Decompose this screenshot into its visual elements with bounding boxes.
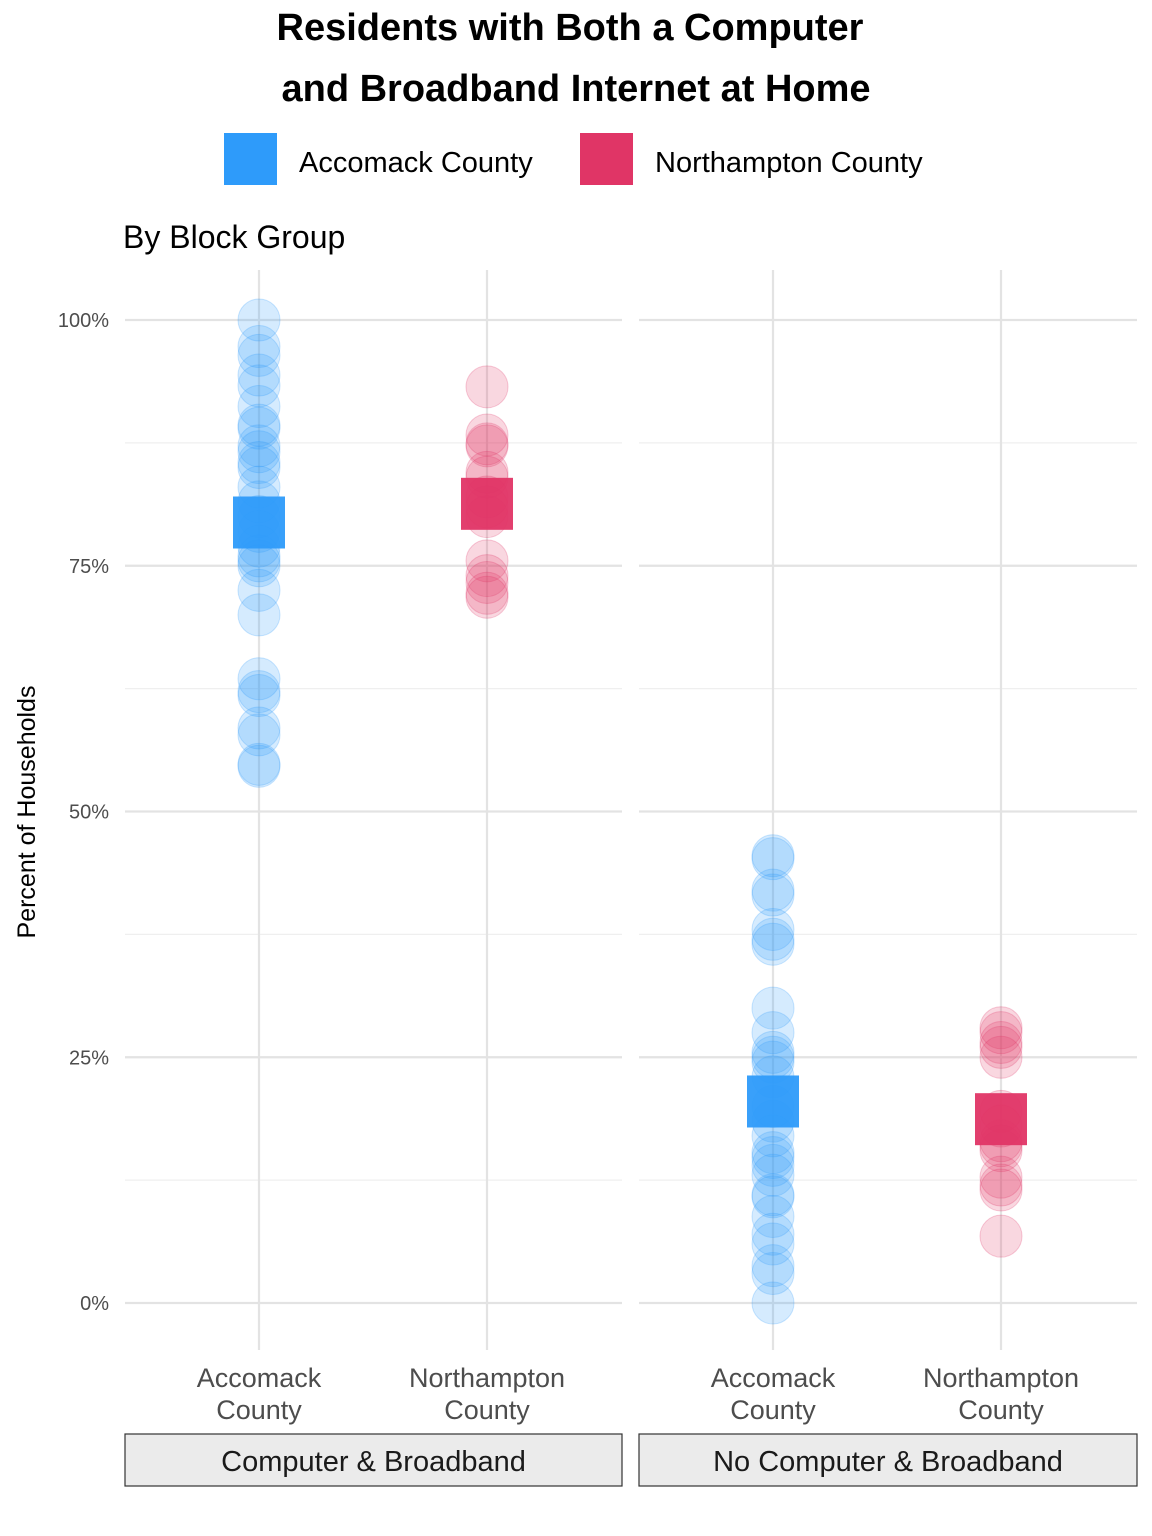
data-point	[237, 674, 281, 718]
legend: Accomack County Northampton County	[224, 133, 923, 185]
legend-label-northampton: Northampton County	[655, 147, 923, 179]
data-point	[979, 1006, 1023, 1050]
data-point	[751, 907, 795, 951]
y-tick-label: 50%	[69, 802, 109, 824]
data-point	[751, 1212, 795, 1256]
facet-panels: AccomackCountyNorthamptonCountyComputer …	[124, 270, 1138, 1487]
mean-marker	[747, 1075, 799, 1128]
data-point	[751, 1222, 795, 1266]
x-tick-label: County	[216, 1395, 302, 1425]
data-point	[237, 298, 281, 342]
y-axis-label: Percent of Households	[13, 686, 41, 939]
legend-swatch-accomack	[224, 133, 277, 185]
data-point	[751, 1153, 795, 1197]
data-point	[751, 1011, 795, 1055]
x-tick-label: Accomack	[711, 1363, 836, 1393]
y-axis-ticks: 0% 25% 50% 75% 100%	[58, 310, 109, 1315]
data-point	[237, 706, 281, 750]
y-tick-label: 75%	[69, 556, 109, 578]
data-point	[237, 325, 281, 369]
data-point	[751, 1131, 795, 1175]
data-point	[979, 1155, 1023, 1199]
y-tick-label: 0%	[80, 1293, 109, 1315]
data-point	[237, 713, 281, 757]
legend-swatch-northampton	[580, 133, 633, 185]
data-point	[237, 403, 281, 447]
data-point	[465, 413, 509, 457]
x-tick-label: County	[730, 1395, 816, 1425]
data-point	[751, 986, 795, 1030]
data-point	[237, 593, 281, 637]
data-point	[979, 1035, 1023, 1079]
data-point	[237, 744, 281, 788]
data-point	[751, 1244, 795, 1288]
data-point	[237, 441, 281, 485]
chart-title-line-1: Residents with Both a Computer	[277, 7, 864, 49]
data-point	[237, 742, 281, 786]
facet-strip-label: Computer & Broadband	[221, 1446, 526, 1478]
facet-strip	[124, 1433, 623, 1487]
x-tick-label: Accomack	[197, 1363, 322, 1393]
data-point	[979, 1011, 1023, 1055]
x-tick-label: County	[958, 1395, 1044, 1425]
x-tick-label: Northampton	[923, 1363, 1079, 1393]
data-point	[751, 1252, 795, 1296]
facet-strip-label: No Computer & Broadband	[713, 1446, 1063, 1478]
data-point	[979, 1168, 1023, 1212]
data-point	[751, 1136, 795, 1180]
data-point	[979, 1021, 1023, 1065]
data-point	[979, 1163, 1023, 1207]
mean-marker	[233, 496, 285, 549]
data-point	[751, 1143, 795, 1187]
legend-label-accomack: Accomack County	[299, 147, 533, 179]
data-point	[751, 1194, 795, 1238]
data-point	[465, 422, 509, 466]
data-point	[751, 922, 795, 966]
data-point	[465, 365, 509, 409]
data-point	[751, 1281, 795, 1325]
facet-panel: AccomackCountyNorthamptonCountyComputer …	[124, 270, 623, 1487]
data-point	[237, 430, 281, 474]
data-point	[465, 424, 509, 468]
data-point	[979, 1214, 1023, 1258]
data-point	[465, 571, 509, 615]
x-tick-label: County	[444, 1395, 530, 1425]
data-point	[237, 424, 281, 468]
data-point	[237, 445, 281, 489]
facet-strip	[638, 1433, 1138, 1487]
data-point	[465, 554, 509, 598]
data-point	[751, 1175, 795, 1219]
data-point	[237, 385, 281, 429]
data-point	[465, 575, 509, 619]
y-tick-label: 25%	[69, 1047, 109, 1069]
data-point	[751, 1173, 795, 1217]
data-point	[751, 834, 795, 878]
data-point	[237, 657, 281, 701]
data-point	[751, 837, 795, 881]
data-point	[237, 333, 281, 377]
chart-subtitle: By Block Group	[123, 219, 345, 255]
data-point	[979, 1025, 1023, 1069]
chart-title-line-2: and Broadband Internet at Home	[281, 68, 870, 110]
data-point	[237, 353, 281, 397]
data-point	[237, 364, 281, 408]
data-point	[465, 539, 509, 583]
series-points	[237, 298, 281, 788]
x-tick-label: Northampton	[409, 1363, 565, 1393]
data-point	[465, 560, 509, 604]
data-point	[237, 568, 281, 612]
data-point	[751, 1030, 795, 1074]
mean-marker	[975, 1093, 1027, 1146]
data-point	[751, 873, 795, 917]
data-point	[237, 670, 281, 714]
data-point	[751, 917, 795, 961]
data-point	[237, 406, 281, 450]
mean-marker	[461, 477, 513, 530]
y-tick-label: 100%	[58, 310, 109, 332]
data-point	[751, 868, 795, 912]
